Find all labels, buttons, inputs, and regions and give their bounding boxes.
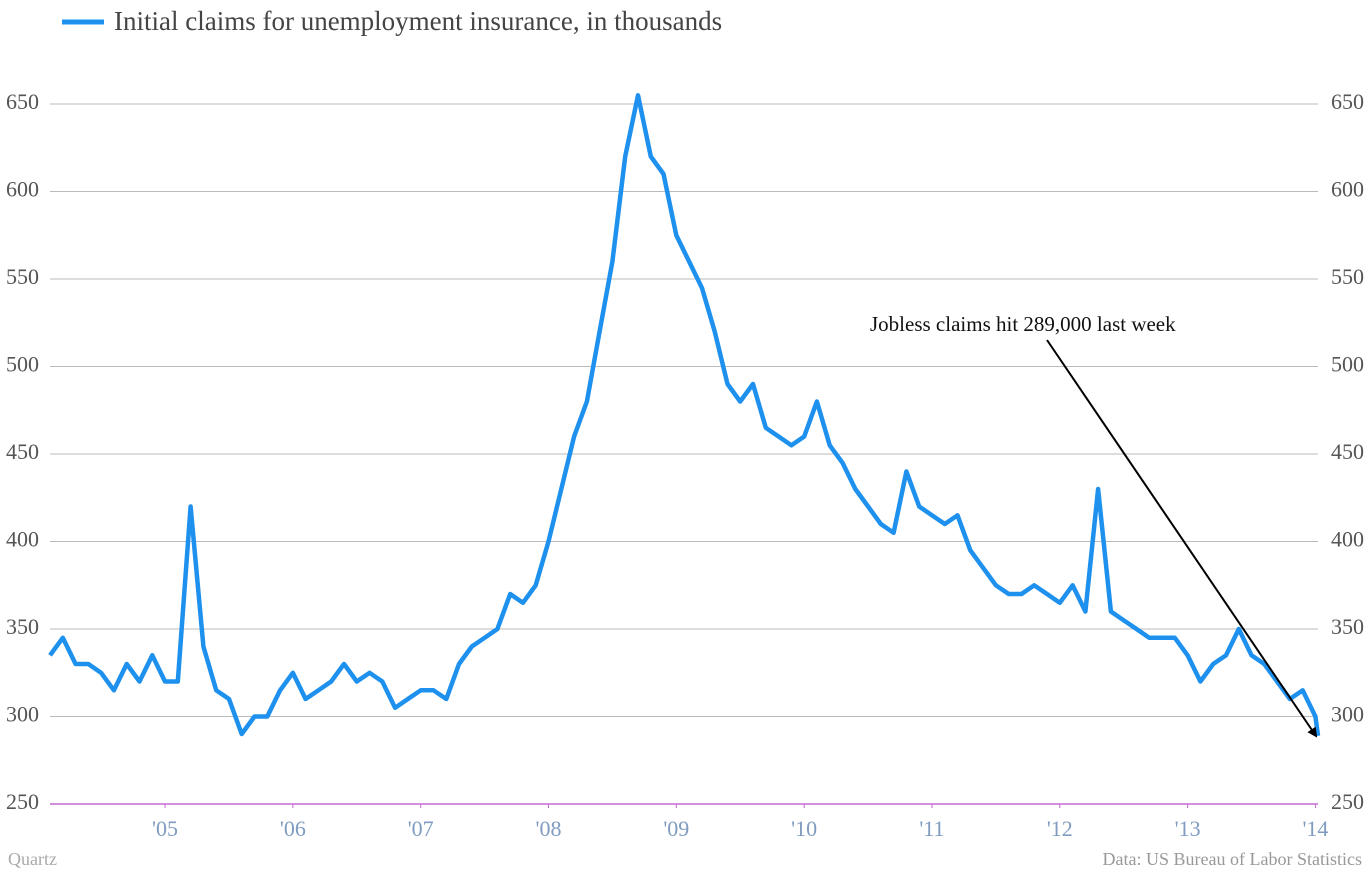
x-tick-label: '07 <box>408 816 434 841</box>
y-tick-label-right: 500 <box>1331 352 1364 377</box>
y-tick-label-right: 650 <box>1331 89 1364 114</box>
x-tick-label: '12 <box>1047 816 1073 841</box>
x-tick-label: '09 <box>663 816 689 841</box>
x-tick-label: '13 <box>1175 816 1201 841</box>
y-tick-label: 600 <box>6 177 39 202</box>
y-tick-label-right: 450 <box>1331 439 1364 464</box>
annotation: Jobless claims hit 289,000 last week <box>870 312 1176 336</box>
x-tick-label: '05 <box>152 816 178 841</box>
data-line <box>48 93 1321 737</box>
legend-label: Initial claims for unemployment insuranc… <box>114 6 722 36</box>
x-tick-label: '14 <box>1302 816 1328 841</box>
source: Data: US Bureau of Labor Statistics <box>1103 849 1362 869</box>
credit: Quartz <box>8 849 57 869</box>
x-tick-label: '08 <box>536 816 562 841</box>
y-tick-label: 300 <box>6 702 39 727</box>
plot <box>48 93 1321 737</box>
y-tick-label-right: 600 <box>1331 177 1364 202</box>
x-tick-label: '10 <box>791 816 817 841</box>
y-tick-label-right: 350 <box>1331 614 1364 639</box>
y-tick-label-right: 400 <box>1331 527 1364 552</box>
y-tick-label-right: 300 <box>1331 702 1364 727</box>
y-tick-label: 650 <box>6 89 39 114</box>
grid <box>50 103 1318 808</box>
y-tick-label: 350 <box>6 614 39 639</box>
y-tick-label: 550 <box>6 264 39 289</box>
x-tick-label: '11 <box>919 816 944 841</box>
annotation-arrow <box>1046 339 1318 738</box>
y-tick-label-right: 250 <box>1331 789 1364 814</box>
y-tick-label: 250 <box>6 789 39 814</box>
y-tick-label: 500 <box>6 352 39 377</box>
y-tick-label: 450 <box>6 439 39 464</box>
y-tick-label: 400 <box>6 527 39 552</box>
y-tick-label-right: 550 <box>1331 264 1364 289</box>
x-tick-label: '06 <box>280 816 306 841</box>
